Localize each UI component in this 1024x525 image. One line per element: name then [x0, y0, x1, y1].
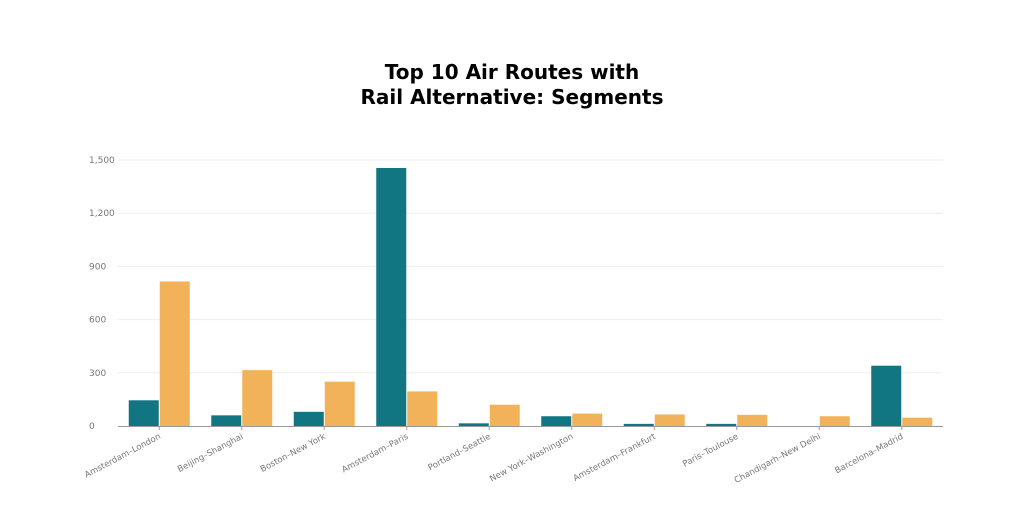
chart-title-line-2: Rail Alternative: Segments	[360, 85, 664, 109]
y-tick-label: 1,200	[89, 209, 115, 219]
x-tick-label: Amsterdam–London	[83, 432, 163, 481]
bar-series-2-2	[324, 381, 355, 426]
bar-series-1-4	[458, 423, 489, 426]
bar-series-1-1	[211, 415, 242, 426]
bar-series-2-6	[654, 414, 685, 426]
chart-title-line-1: Top 10 Air Routes with	[384, 60, 640, 84]
bar-series-2-0	[159, 281, 190, 426]
x-tick-label: Amsterdam–Frankfurt	[572, 432, 659, 484]
y-tick-label: 300	[89, 369, 106, 379]
x-tick-label: New York–Washington	[488, 432, 575, 485]
x-tick-label: Amsterdam–Paris	[340, 432, 410, 476]
bar-series-1-0	[128, 400, 159, 426]
x-tick-label: Beijing–Shanghai	[176, 432, 245, 475]
bar-series-1-7	[706, 423, 737, 426]
bar-series-1-3	[376, 167, 407, 427]
bar-series-2-9	[902, 417, 933, 426]
x-tick-label: Paris–Toulouse	[681, 432, 740, 470]
bar-series-2-8	[819, 416, 850, 426]
bar-series-2-5	[572, 413, 603, 426]
chart-title: Top 10 Air Routes with Rail Alternative:…	[0, 60, 1024, 110]
bar-series-1-9	[871, 365, 902, 426]
x-tick-label: Boston–New York	[259, 432, 328, 475]
x-tick-label: Portland–Seattle	[427, 432, 493, 473]
x-tick-label: Chandigarh–New Delhi	[733, 432, 823, 486]
y-tick-label: 600	[89, 316, 106, 326]
bar-series-1-2	[293, 411, 324, 426]
bar-series-2-3	[407, 391, 438, 426]
bar-series-2-7	[737, 414, 768, 426]
bar-series-2-4	[489, 404, 520, 426]
bar-series-2-1	[242, 370, 273, 426]
bar-series-1-6	[623, 423, 654, 426]
y-tick-label: 1,500	[89, 156, 115, 166]
bar-series-1-5	[541, 416, 572, 426]
y-tick-label: 900	[89, 262, 106, 272]
x-tick-label: Barcelona–Madrid	[833, 432, 905, 476]
y-tick-label: 0	[89, 422, 95, 432]
